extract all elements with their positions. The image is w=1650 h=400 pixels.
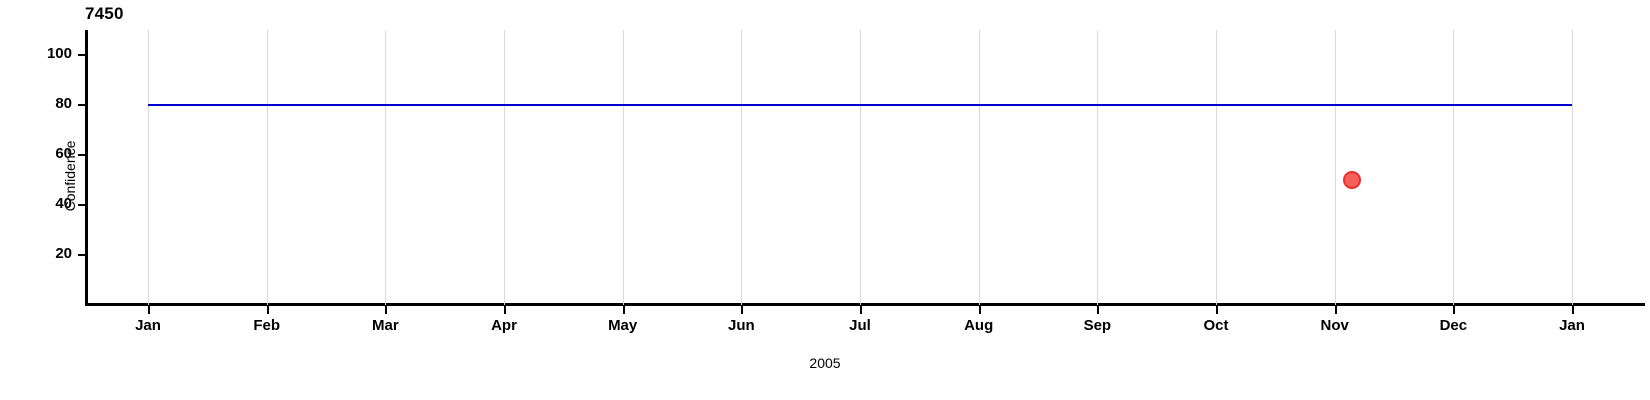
gridline xyxy=(978,30,980,305)
x-axis-tick-label: Jan xyxy=(135,317,161,334)
x-axis-tick-label: Jul xyxy=(849,317,871,334)
x-axis-tick-label: Apr xyxy=(491,317,517,334)
y-axis-tick xyxy=(78,54,85,56)
x-axis-tick-label: Jun xyxy=(727,317,755,334)
gridline xyxy=(1097,30,1099,305)
gridline xyxy=(385,30,387,305)
chart-title: 7450 xyxy=(85,4,124,23)
y-axis-title: Confidence xyxy=(62,140,78,212)
x-axis-tick xyxy=(860,306,862,314)
y-axis-tick-label: 60 xyxy=(55,145,72,162)
gridline xyxy=(148,30,149,305)
x-axis-spine xyxy=(85,303,1645,306)
x-axis-tick xyxy=(1334,306,1337,314)
x-axis-tick xyxy=(1453,306,1456,314)
x-axis-tick xyxy=(148,306,150,314)
gridline xyxy=(741,30,743,305)
threshold-line-series xyxy=(148,104,1572,106)
plot-area xyxy=(85,30,1605,305)
x-axis-tick xyxy=(1097,306,1100,314)
x-axis-tick xyxy=(741,306,744,314)
y-axis-tick-label: 100 xyxy=(46,45,72,62)
y-axis-tick xyxy=(78,254,85,256)
gridline xyxy=(1334,30,1336,305)
data-point-marker[interactable] xyxy=(1343,171,1362,189)
x-axis-tick xyxy=(504,306,506,314)
x-axis-tick-label: Nov xyxy=(1320,317,1349,334)
y-axis-tick xyxy=(78,154,85,156)
x-axis-tick xyxy=(266,306,269,314)
y-axis-spine xyxy=(85,30,88,306)
gridline xyxy=(504,30,505,305)
gridline xyxy=(266,30,268,305)
x-axis-tick-label: Mar xyxy=(371,317,399,334)
gridline xyxy=(1572,30,1573,305)
x-axis-tick-label: Aug xyxy=(964,317,994,334)
y-axis-tick xyxy=(78,204,85,206)
x-axis-tick-label: Sep xyxy=(1083,317,1112,334)
y-axis-tick-label: 80 xyxy=(55,95,72,112)
gridline xyxy=(1216,30,1217,305)
x-axis-tick-label: Dec xyxy=(1439,317,1468,334)
x-axis-tick xyxy=(622,306,625,314)
x-axis-tick xyxy=(1216,306,1218,314)
y-axis-tick xyxy=(78,104,85,106)
y-axis-tick-label: 20 xyxy=(55,245,72,262)
gridline xyxy=(1453,30,1455,305)
gridline xyxy=(860,30,861,305)
x-axis-tick-label: Feb xyxy=(253,317,280,334)
y-axis-tick-label: 40 xyxy=(55,195,72,212)
x-axis-title: 2005 xyxy=(809,355,841,371)
x-axis-tick-label: Oct xyxy=(1203,317,1229,334)
gridline xyxy=(622,30,624,305)
x-axis-tick xyxy=(385,306,388,314)
x-axis-tick xyxy=(978,306,981,314)
x-axis-tick-label: May xyxy=(608,317,638,334)
x-axis-tick xyxy=(1572,306,1574,314)
x-axis-tick-label: Jan xyxy=(1559,317,1585,334)
